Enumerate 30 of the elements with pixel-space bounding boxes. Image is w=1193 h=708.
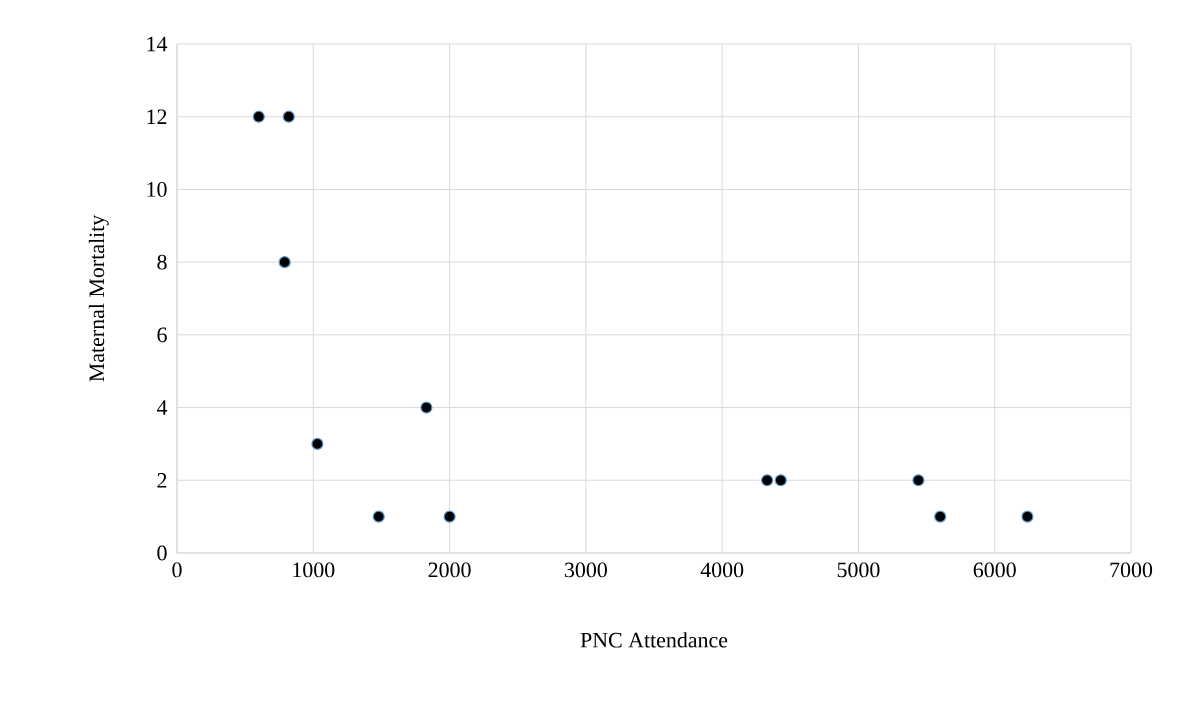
- point: [311, 437, 324, 450]
- point: [278, 256, 291, 269]
- y-tick-label: 0: [157, 545, 167, 561]
- point: [282, 110, 295, 123]
- y-axis-title: Maternal Mortality: [88, 214, 109, 382]
- y-tick-label: 12: [147, 109, 167, 124]
- y-tick-label: 2: [157, 473, 167, 488]
- point: [420, 401, 433, 414]
- point: [1021, 510, 1034, 523]
- x-tick-label: 0: [172, 562, 182, 578]
- y-tick-label: 14: [147, 36, 168, 52]
- point: [372, 510, 385, 523]
- point: [761, 474, 774, 487]
- x-tick-label: 6000: [973, 562, 1016, 578]
- x-tick-label: 5000: [837, 562, 880, 578]
- point: [443, 510, 456, 523]
- point: [912, 474, 925, 487]
- y-tick-label: 4: [156, 400, 168, 415]
- x-tick-label: 2000: [428, 562, 471, 578]
- point: [934, 510, 947, 523]
- y-tick-label: 8: [157, 254, 167, 270]
- point: [774, 474, 787, 487]
- x-tick-label: 4000: [700, 562, 744, 578]
- x-tick-label: 1000: [293, 562, 335, 578]
- y-tick-label: 10: [147, 182, 167, 197]
- x-tick-label: 3000: [565, 562, 607, 578]
- x-axis-title: PNC Attendance: [580, 632, 728, 648]
- point: [252, 110, 265, 123]
- x-tick-label: 7000: [1110, 562, 1153, 578]
- y-tick-label: 6: [157, 327, 167, 343]
